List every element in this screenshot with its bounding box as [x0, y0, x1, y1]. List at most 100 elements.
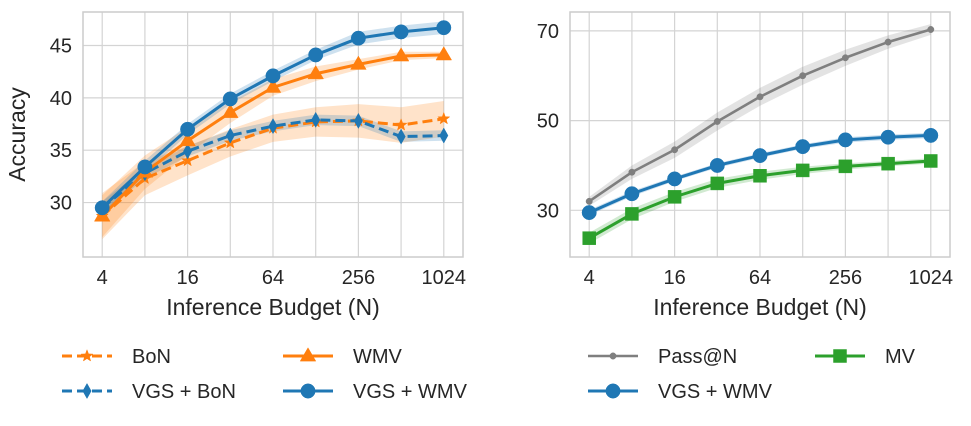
legend-left-label: VGS + BoN	[132, 381, 236, 403]
right-marker-mv	[838, 159, 853, 174]
right-frame	[569, 11, 951, 258]
legend-right-label: VGS + WMV	[658, 381, 773, 403]
legend-right-item-mv: MV	[815, 346, 916, 368]
right-marker-pass-n	[841, 54, 849, 62]
right-marker-vgs-wmv	[837, 132, 853, 148]
left-marker-wmv	[350, 55, 367, 70]
left-band-bon	[102, 101, 444, 240]
left-xtick-label: 1024	[422, 267, 467, 289]
legend-left-item-wmv: WMV	[283, 346, 403, 368]
left-xtick-label: 64	[262, 267, 284, 289]
legend-left-item-vgs-bon: VGS + BoN	[62, 381, 236, 403]
right-marker-vgs-wmv	[752, 148, 768, 164]
left-ytick-label: 45	[50, 36, 72, 58]
right-marker-pass-n	[756, 93, 764, 101]
left-ytick-label: 40	[50, 88, 72, 110]
legend-right-swatch-marker	[833, 349, 847, 363]
left-marker-wmv	[307, 65, 324, 80]
left-xlabel: Inference Budget (N)	[166, 294, 380, 320]
left-ylabel: Accuracy	[4, 87, 30, 182]
right-marker-vgs-wmv	[624, 186, 640, 202]
left-marker-bon	[181, 153, 195, 167]
right-marker-pass-n	[628, 168, 636, 176]
right-marker-mv	[753, 169, 767, 183]
right-marker-vgs-wmv	[880, 129, 896, 145]
left-marker-vgs-bon	[183, 143, 193, 160]
left-line-vgs-bon	[101, 118, 444, 209]
legend-left-swatch-marker	[82, 382, 92, 400]
right-xtick-label: 16	[663, 267, 685, 289]
legend-right: Pass@N MV VGS + WMV	[588, 346, 916, 403]
legend-left: BoN WMV VGS + BoN VGS + WMV	[62, 346, 468, 403]
legend-left-swatch-marker	[299, 347, 317, 362]
legend-right-label: Pass@N	[658, 346, 737, 368]
right-ytick-label: 50	[537, 111, 559, 133]
left-marker-vgs-wmv	[436, 20, 452, 36]
right-marker-mv	[667, 190, 682, 204]
left-marker-vgs-wmv	[137, 159, 153, 175]
right-marker-pass-n	[927, 26, 935, 33]
legend-left-swatch-marker	[300, 383, 316, 399]
legend-left-item-vgs-wmv: VGS + WMV	[283, 381, 468, 403]
left-marker-vgs-bon	[311, 111, 321, 128]
left-band-vgs-bon	[102, 114, 444, 215]
left-line-bon	[101, 117, 445, 218]
right-marker-mv	[881, 156, 895, 171]
left-marker-vgs-wmv	[393, 24, 409, 40]
right-xtick-label: 4	[584, 267, 595, 289]
right-band-pass-n	[589, 24, 931, 206]
legend-right-item-vgs-wmv: VGS + WMV	[588, 381, 773, 403]
right-marker-pass-n	[671, 146, 679, 154]
right-marker-mv	[710, 176, 725, 191]
right-marker-pass-n	[799, 72, 807, 80]
right-xtick-label: 64	[749, 267, 771, 289]
right-ytick-label: 30	[537, 200, 559, 222]
right-marker-vgs-wmv	[795, 139, 811, 155]
left-marker-vgs-wmv	[222, 91, 238, 107]
right-marker-pass-n	[713, 118, 721, 125]
left-xtick-label: 256	[342, 267, 375, 289]
legend-left-label: WMV	[353, 346, 403, 368]
right-xlabel: Inference Budget (N)	[653, 294, 867, 320]
left-xtick-label: 4	[97, 267, 108, 289]
legend-right-item-pass-n: Pass@N	[588, 346, 737, 368]
right-marker-pass-n	[884, 38, 892, 46]
left-marker-vgs-bon	[439, 127, 449, 144]
right-marker-vgs-wmv	[667, 171, 683, 187]
left-marker-wmv	[222, 103, 239, 118]
right-marker-vgs-wmv	[581, 205, 597, 221]
legend-left-label: BoN	[132, 346, 171, 368]
right-marker-pass-n	[585, 197, 593, 205]
left-marker-vgs-bon	[225, 127, 235, 144]
right-marker-vgs-wmv	[709, 158, 725, 173]
left-ytick-label: 35	[50, 140, 72, 162]
right-marker-mv	[795, 163, 810, 178]
legend-right-swatch-marker	[605, 383, 621, 399]
chart-left-accuracy: 4 16 64 256 1024 30 35 40 45 Inference Budget (N)…	[4, 11, 467, 320]
right-marker-mv	[582, 231, 596, 245]
left-marker-vgs-bon	[268, 118, 278, 135]
right-marker-mv	[625, 207, 639, 221]
left-marker-vgs-wmv	[350, 30, 366, 46]
legend-left-swatch-marker	[80, 349, 94, 362]
left-marker-vgs-wmv	[265, 68, 281, 84]
right-marker-vgs-wmv	[923, 127, 939, 143]
left-frame	[82, 11, 464, 258]
right-xtick-label: 1024	[909, 267, 954, 289]
right-xtick-label: 256	[829, 267, 862, 289]
left-marker-vgs-bon	[396, 128, 406, 145]
chart-right-pass-at-n: 4 16 64 256 1024 30 50 70 Inference Budget (N)	[537, 11, 954, 320]
left-marker-bon	[437, 111, 451, 125]
left-marker-bon	[394, 118, 408, 131]
left-marker-vgs-wmv	[308, 47, 324, 63]
left-marker-vgs-wmv	[94, 200, 110, 216]
left-xtick-label: 16	[176, 267, 198, 289]
left-ytick-label: 30	[50, 193, 72, 215]
legend-right-swatch-marker	[609, 352, 617, 360]
left-marker-wmv	[392, 47, 410, 62]
left-marker-wmv	[435, 46, 453, 61]
legend-left-item-bon: BoN	[62, 346, 171, 368]
left-marker-wmv	[264, 78, 282, 93]
left-marker-vgs-bon	[353, 112, 363, 129]
